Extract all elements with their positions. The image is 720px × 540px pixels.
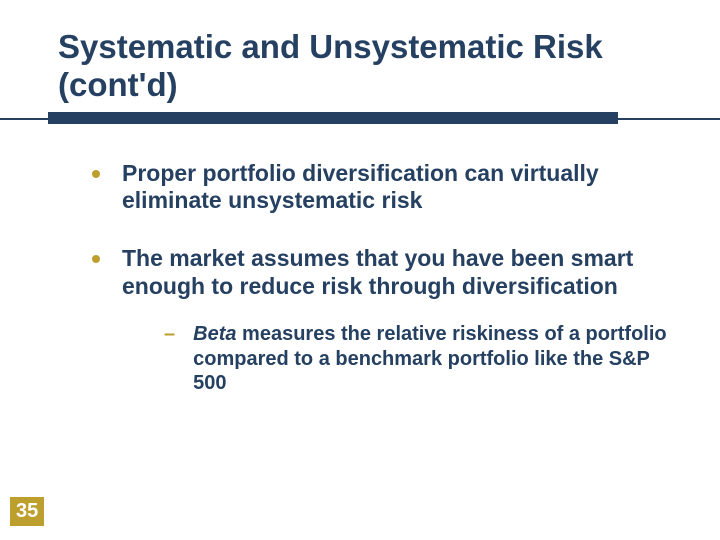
- sub-bullet-list: – Beta measures the relative riskiness o…: [164, 322, 680, 395]
- sub-bullet-emph: Beta: [193, 323, 236, 345]
- page-number-badge: 35: [10, 497, 44, 526]
- title-underline: [0, 112, 720, 126]
- dash-icon: –: [164, 323, 175, 346]
- sub-bullet-item: – Beta measures the relative riskiness o…: [164, 322, 680, 395]
- sub-bullet-rest: measures the relative riskiness of a por…: [193, 323, 667, 394]
- underline-thick: [48, 112, 618, 124]
- bullet-item: The market assumes that you have been sm…: [92, 245, 680, 300]
- sub-bullet-text: Beta measures the relative riskiness of …: [193, 322, 680, 395]
- bullet-dot-icon: [92, 170, 100, 178]
- slide-container: Systematic and Unsystematic Risk (cont'd…: [0, 0, 720, 540]
- bullet-item: Proper portfolio diversification can vir…: [92, 160, 680, 215]
- bullet-dot-icon: [92, 255, 100, 263]
- bullet-text: Proper portfolio diversification can vir…: [122, 160, 680, 215]
- bullet-list: Proper portfolio diversification can vir…: [92, 160, 680, 396]
- slide-title: Systematic and Unsystematic Risk (cont'd…: [58, 28, 680, 104]
- bullet-text: The market assumes that you have been sm…: [122, 245, 680, 300]
